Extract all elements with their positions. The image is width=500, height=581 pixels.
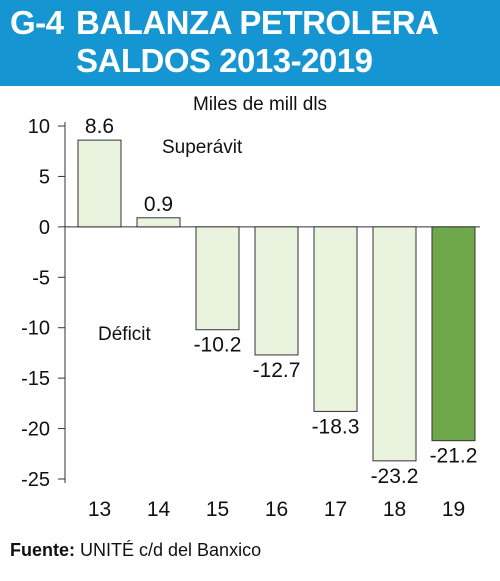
value-label-15: -10.2 xyxy=(194,334,242,357)
source-note: Fuente: UNITÉ c/d del Banxico xyxy=(10,540,261,561)
y-axis-ticks: 10 5 0 -5 -10 -15 -20 -25 xyxy=(21,116,65,491)
y-tick-label: -25 xyxy=(21,469,50,491)
chart-title-line2: SALDOS 2013-2019 xyxy=(76,42,373,79)
x-tick-label-14: 14 xyxy=(147,498,171,521)
value-label-17: -18.3 xyxy=(312,415,360,438)
x-tick-label-18: 18 xyxy=(383,498,406,521)
x-axis-labels: 13 14 15 16 17 18 19 xyxy=(88,498,465,521)
value-label-18: -23.2 xyxy=(371,465,419,488)
bar-19 xyxy=(431,226,476,442)
y-tick-label: 0 xyxy=(39,217,50,239)
chart-title-line1: BALANZA PETROLERA xyxy=(76,4,439,41)
source-text: UNITÉ c/d del Banxico xyxy=(75,540,262,560)
y-tick-label: -10 xyxy=(21,318,50,340)
y-tick-label: 10 xyxy=(28,116,50,138)
value-label-19: -21.2 xyxy=(430,445,478,468)
source-label: Fuente: xyxy=(10,540,75,560)
annotation-superavit: Superávit xyxy=(162,137,243,158)
value-labels: 8.6 0.9 -10.2 -12.7 -18.3 -23.2 -21.2 xyxy=(85,115,478,488)
y-tick-label: 5 xyxy=(39,166,50,188)
value-label-14: 0.9 xyxy=(144,193,173,216)
chart-code: G-4 xyxy=(10,4,64,41)
bar-16 xyxy=(254,226,299,356)
bars xyxy=(77,139,476,462)
x-tick-label-13: 13 xyxy=(88,498,111,521)
chart-header: G-4 BALANZA PETROLERA SALDOS 2013-2019 xyxy=(0,0,500,86)
x-tick-label-15: 15 xyxy=(206,498,229,521)
bar-17 xyxy=(313,226,358,412)
bar-14 xyxy=(136,217,181,228)
x-tick-label-17: 17 xyxy=(324,498,347,521)
value-label-13: 8.6 xyxy=(85,115,114,138)
bar-chart: 10 5 0 -5 -10 -15 -20 -25 8.6 0.9 -10.2 -12.7 -18.3… xyxy=(21,94,480,521)
annotation-deficit: Déficit xyxy=(98,324,152,345)
bar-18 xyxy=(372,226,417,462)
value-label-16: -12.7 xyxy=(253,359,301,382)
unit-label: Miles de mill dls xyxy=(193,94,327,115)
x-tick-label-16: 16 xyxy=(265,498,288,521)
y-tick-label: -15 xyxy=(21,368,50,390)
x-tick-label-19: 19 xyxy=(442,498,465,521)
bar-15 xyxy=(195,226,240,331)
y-tick-label: -20 xyxy=(21,419,50,441)
y-tick-label: -5 xyxy=(32,267,50,289)
bar-13 xyxy=(77,139,122,228)
